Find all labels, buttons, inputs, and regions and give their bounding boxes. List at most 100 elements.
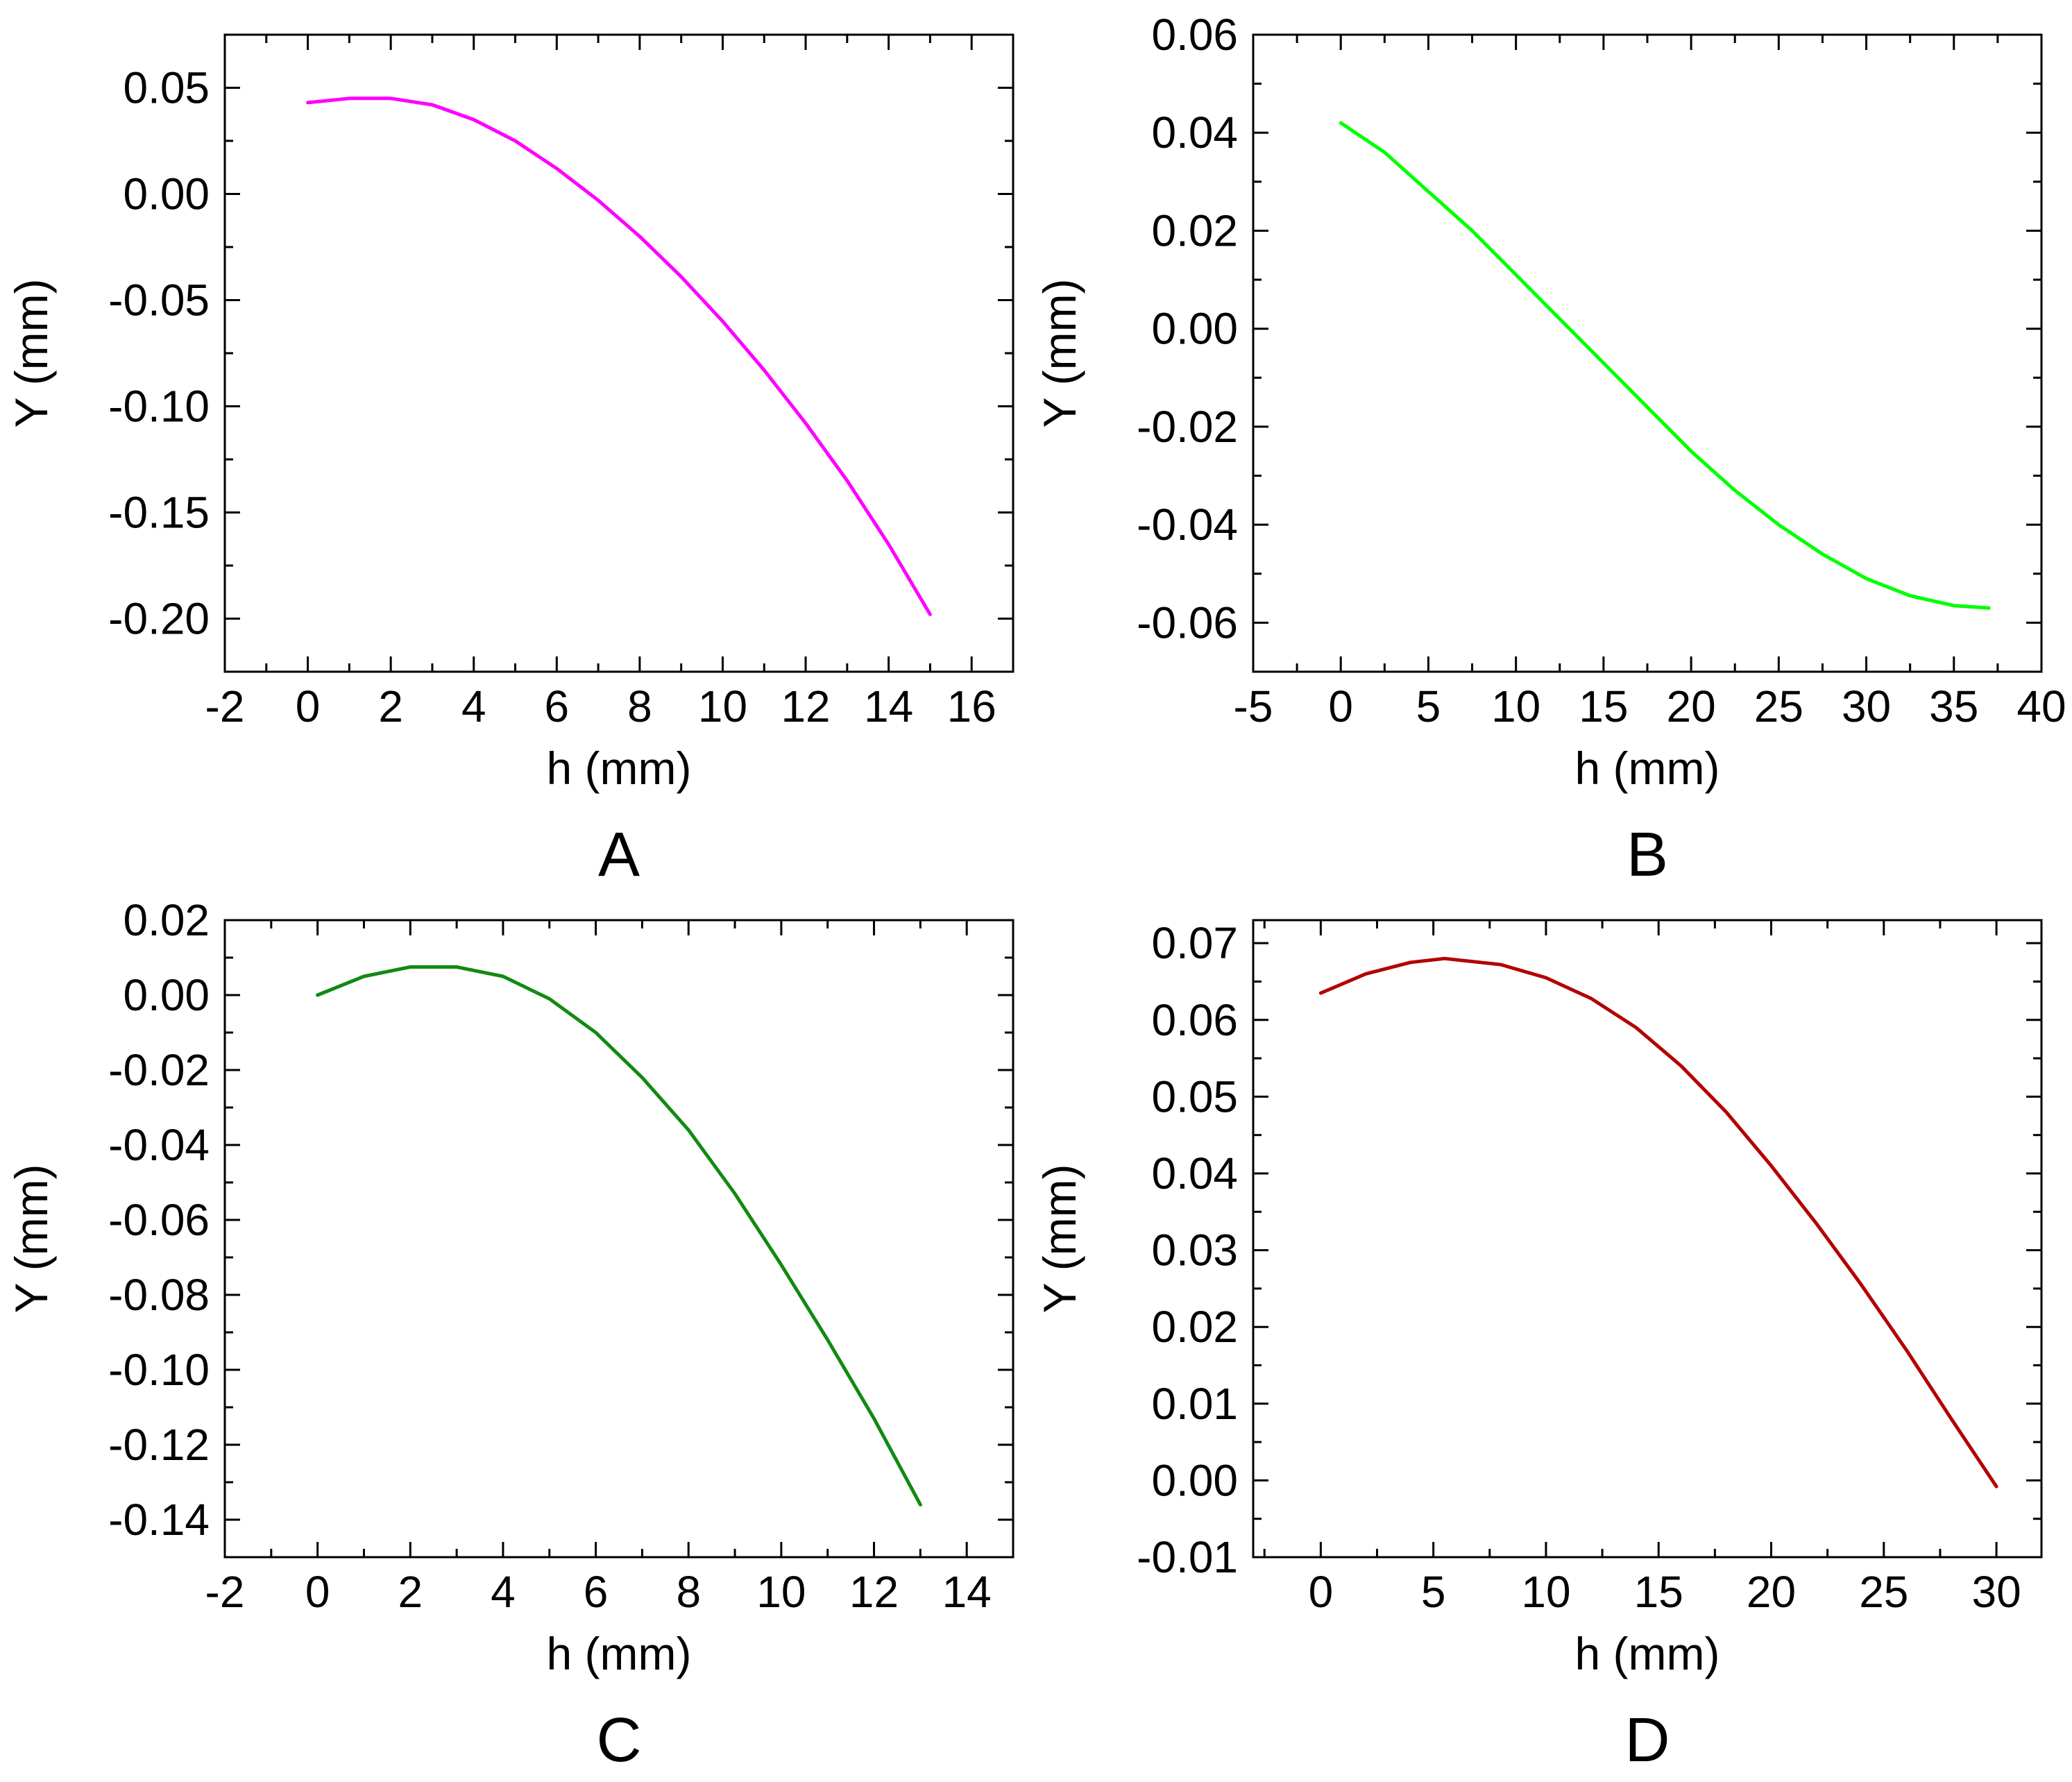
panel-a-y-tick-label: -0.05 [108, 275, 210, 325]
panel-c-y-axis-title: Y (mm) [6, 1164, 57, 1313]
panel-d-y-tick-label: 0.02 [1151, 1302, 1238, 1352]
panel-b-frame [1252, 33, 2043, 673]
panel-d-x-tick-label: 30 [1971, 1567, 2021, 1617]
panel-b-x-tick-label: -5 [1234, 681, 1273, 731]
panel-d: 0 5 10 15 20 25 30 0.07 0.06 0.05 0.04 0… [1034, 918, 2043, 1775]
panel-c-y-tick-label: -0.08 [108, 1270, 210, 1320]
panel-a-frame [223, 33, 1014, 673]
panel-b-x-tick-label: 10 [1491, 681, 1540, 731]
panel-d-y-tick-labels: 0.07 0.06 0.05 0.04 0.03 0.02 0.01 0.00 … [1137, 918, 1238, 1582]
panel-d-y-tick-label: 0.04 [1151, 1148, 1238, 1198]
panel-b-x-axis-title: h (mm) [1575, 742, 1720, 794]
panel-c-label: C [597, 1706, 642, 1775]
panel-c-x-tick-label: 12 [849, 1567, 899, 1617]
panel-a-ticks [223, 35, 1013, 672]
panel-d-ticks [1253, 920, 2041, 1559]
panel-a-x-tick-label: 10 [698, 681, 747, 731]
panel-b-y-axis-title: Y (mm) [1034, 278, 1085, 427]
panel-b-x-tick-label: 15 [1579, 681, 1628, 731]
panel-b-y-tick-label: -0.06 [1137, 597, 1238, 647]
panel-c-y-tick-label: 0.02 [123, 895, 210, 945]
panel-d-y-tick-label: 0.07 [1151, 918, 1238, 968]
panel-d-y-tick-label: 0.00 [1151, 1455, 1238, 1505]
panel-c-x-tick-label: 8 [676, 1567, 701, 1617]
panel-c-x-axis-title: h (mm) [547, 1628, 692, 1679]
panel-b-series-line [1339, 121, 1991, 610]
panel-c-x-tick-label: 0 [305, 1567, 330, 1617]
panel-c-y-tick-label: -0.02 [108, 1045, 210, 1095]
panel-d-x-tick-label: 10 [1521, 1567, 1570, 1617]
panel-c-series-line [316, 965, 922, 1507]
panel-d-label: D [1625, 1706, 1670, 1775]
panel-a-y-tick-label: -0.10 [108, 382, 210, 432]
panel-a-x-tick-label: 14 [864, 681, 913, 731]
panel-c-y-tick-labels: 0.02 0.00 -0.02 -0.04 -0.06 -0.08 -0.10 … [108, 895, 210, 1545]
panel-c-y-tick-label: -0.06 [108, 1195, 210, 1245]
panel-b-ticks [1252, 33, 2043, 673]
panel-c: -2 0 2 4 6 8 10 12 14 0.02 0.00 -0.02 -0… [6, 895, 1014, 1775]
panel-d-x-tick-label: 0 [1309, 1567, 1334, 1617]
panel-b-y-tick-label: 0.04 [1151, 108, 1238, 158]
panel-d-y-tick-label: -0.01 [1137, 1532, 1238, 1582]
panel-a-x-tick-label: 16 [947, 681, 996, 731]
panel-a-y-axis-title: Y (mm) [6, 278, 57, 427]
panel-a-x-axis-title: h (mm) [547, 742, 692, 794]
panel-a-x-tick-label: 6 [545, 681, 570, 731]
panel-a-y-tick-label: 0.00 [123, 169, 210, 219]
panel-a-x-tick-label: 0 [296, 681, 321, 731]
panel-b-x-tick-labels: -5 0 5 10 15 20 25 30 35 40 [1234, 681, 2066, 731]
panel-d-y-tick-label: 0.01 [1151, 1379, 1238, 1429]
panel-c-y-tick-label: -0.14 [108, 1495, 210, 1545]
panel-d-y-axis-title: Y (mm) [1034, 1164, 1085, 1313]
panel-c-y-tick-label: -0.10 [108, 1345, 210, 1395]
panel-b-y-tick-label: -0.04 [1137, 500, 1238, 550]
panel-a-x-tick-label: -2 [205, 681, 245, 731]
panel-b-x-tick-label: 5 [1416, 681, 1441, 731]
panel-c-x-tick-label: 10 [756, 1567, 806, 1617]
panel-d-x-tick-label: 15 [1634, 1567, 1683, 1617]
panel-c-y-tick-label: -0.12 [108, 1420, 210, 1470]
panel-d-x-axis-title: h (mm) [1575, 1628, 1720, 1679]
panel-b: -5 0 5 10 15 20 25 30 35 40 0.06 0.04 0.… [1034, 10, 2066, 890]
panel-c-x-tick-label: 14 [942, 1567, 992, 1617]
panel-c-x-tick-label: 2 [398, 1567, 423, 1617]
panel-b-y-tick-label: -0.02 [1137, 402, 1238, 452]
panel-b-y-tick-labels: 0.06 0.04 0.02 0.00 -0.02 -0.04 -0.06 [1137, 10, 1238, 647]
panel-b-x-tick-label: 0 [1328, 681, 1353, 731]
panel-d-x-tick-label: 20 [1747, 1567, 1796, 1617]
panel-c-x-tick-label: -2 [205, 1567, 245, 1617]
panel-d-x-tick-label: 25 [1859, 1567, 1908, 1617]
panel-b-y-tick-label: 0.02 [1151, 205, 1238, 255]
panel-c-frame [223, 919, 1014, 1559]
panel-a-y-tick-label: 0.05 [123, 63, 210, 113]
panel-a: -2 0 2 4 6 8 10 12 14 16 0.05 0.00 -0.05… [6, 33, 1014, 890]
panel-a-x-tick-label: 2 [378, 681, 403, 731]
panel-d-frame [1252, 919, 2043, 1559]
panel-a-x-tick-label: 4 [461, 681, 486, 731]
panel-a-x-tick-label: 12 [781, 681, 830, 731]
panel-b-label: B [1627, 820, 1668, 890]
panel-b-x-tick-label: 35 [1929, 681, 1978, 731]
panel-c-x-tick-label: 6 [584, 1567, 609, 1617]
panel-b-x-tick-label: 20 [1667, 681, 1716, 731]
panel-b-x-tick-label: 25 [1754, 681, 1803, 731]
panel-c-y-tick-label: -0.04 [108, 1120, 210, 1170]
panel-c-x-tick-labels: -2 0 2 4 6 8 10 12 14 [205, 1567, 992, 1617]
panel-b-y-tick-label: 0.00 [1151, 304, 1238, 354]
panel-b-x-tick-label: 40 [2016, 681, 2066, 731]
panel-a-x-tick-label: 8 [627, 681, 652, 731]
panel-b-x-tick-label: 30 [1842, 681, 1891, 731]
panel-c-ticks [223, 919, 1013, 1557]
panel-a-x-tick-labels: -2 0 2 4 6 8 10 12 14 16 [205, 681, 996, 731]
panel-b-y-tick-label: 0.06 [1151, 10, 1238, 60]
panel-a-y-tick-labels: 0.05 0.00 -0.05 -0.10 -0.15 -0.20 [108, 63, 210, 644]
panel-d-x-tick-label: 5 [1421, 1567, 1446, 1617]
panel-a-y-tick-label: -0.15 [108, 488, 210, 538]
panel-d-series-line [1318, 956, 1998, 1488]
panel-d-y-tick-label: 0.06 [1151, 995, 1238, 1045]
panel-d-y-tick-label: 0.03 [1151, 1225, 1238, 1275]
panel-c-y-tick-label: 0.00 [123, 970, 210, 1020]
panel-d-y-tick-label: 0.05 [1151, 1071, 1238, 1121]
panel-a-y-tick-label: -0.20 [108, 594, 210, 644]
